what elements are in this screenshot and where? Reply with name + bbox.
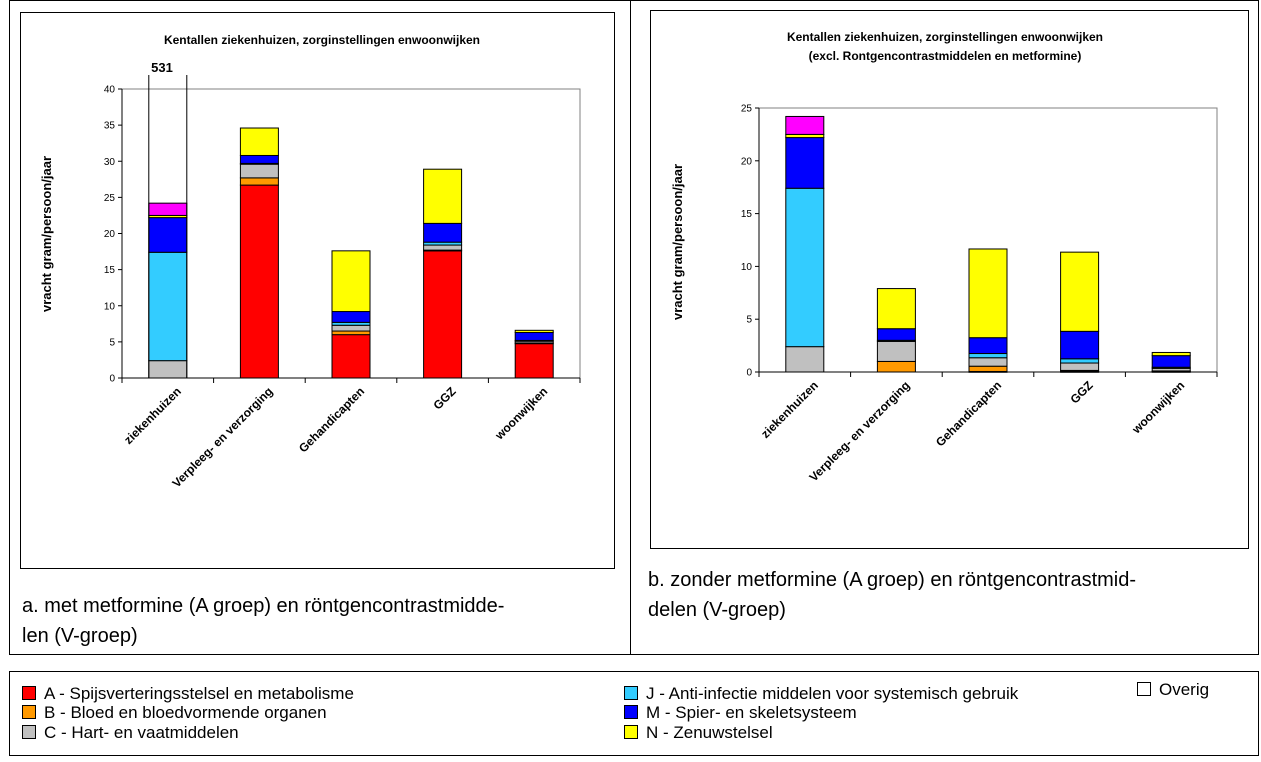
chart-b-ytick-label-25: 25	[741, 104, 753, 115]
chart-b-bar-verpleeg-en-verzorging-b	[876, 360, 916, 373]
chart-a-ytick-label-0: 0	[109, 374, 115, 385]
chart-a-ytick-label-10: 10	[104, 301, 116, 312]
legend-swatch-m	[624, 705, 638, 719]
chart-a-annotation: 531	[151, 60, 173, 75]
legend: A - Spijsverteringsstelsel en metabolism…	[9, 671, 1259, 756]
legend-label-overig: Overig	[1159, 680, 1210, 699]
legend-label-b: B - Bloed en bloedvormende organen	[44, 703, 327, 722]
chart-a-bar-gehandicapten-n	[331, 250, 371, 313]
chart-b-bar-ziekenhuizen-m	[785, 137, 825, 189]
chart-a-ytick-label-15: 15	[104, 265, 116, 276]
chart-a-bar-verpleeg-en-verzorging-c	[239, 163, 279, 179]
legend-item-m: M - Spier- en skeletsysteem	[624, 703, 857, 723]
chart-b-bar-woonwijken-m	[1151, 355, 1191, 368]
chart-b-bar-verpleeg-en-verzorging-m	[876, 328, 916, 341]
chart-b-ytick-label-20: 20	[741, 156, 753, 167]
chart-b-ylabel: vracht gram/persoon/jaar	[670, 164, 685, 320]
chart-a-bar-woonwijken-m	[514, 331, 554, 341]
chart-a-bar-ziekenhuizen-c	[148, 360, 188, 379]
chart-a: Kentallen ziekenhuizen, zorginstellingen…	[20, 12, 615, 569]
chart-b-bar-ggz-m	[1060, 330, 1100, 360]
legend-item-c: C - Hart- en vaatmiddelen	[22, 723, 239, 743]
chart-b-subtitle: (excl. Rontgencontrastmiddelen en metfor…	[809, 49, 1082, 63]
chart-a-bar-ziekenhuizen-overig	[148, 202, 188, 216]
chart-a-ytick-label-35: 35	[104, 121, 116, 132]
panel-b-frame	[630, 0, 1259, 655]
chart-b-bar-gehandicapten-b	[968, 365, 1008, 372]
legend-item-j: J - Anti-infectie middelen voor systemis…	[624, 684, 1018, 704]
caption-b: b. zonder metformine (A groep) en röntge…	[648, 565, 1136, 625]
chart-a-bar-woonwijken-a	[514, 342, 554, 379]
legend-swatch-c	[22, 725, 36, 739]
chart-a-bar-ggz-m	[423, 222, 463, 243]
chart-b-bar-ggz-n	[1060, 251, 1100, 332]
legend-swatch-b	[22, 705, 36, 719]
chart-a-bar-ziekenhuizen-j	[148, 251, 188, 362]
chart-a-bar-gehandicapten-c	[331, 324, 371, 332]
chart-a-bar-gehandicapten-m	[331, 311, 371, 323]
legend-item-n: N - Zenuwstelsel	[624, 723, 773, 743]
caption-b-line2: delen (V-groep)	[648, 599, 786, 621]
chart-b-ytick-label-0: 0	[746, 368, 752, 379]
chart-b-ytick-label-15: 15	[741, 209, 753, 220]
legend-label-a: A - Spijsverteringsstelsel en metabolism…	[44, 684, 354, 703]
chart-a-ytick-label-30: 30	[104, 157, 116, 168]
chart-a-ytick-label-5: 5	[109, 337, 115, 348]
chart-b: Kentallen ziekenhuizen, zorginstellingen…	[650, 10, 1249, 549]
chart-b-bar-gehandicapten-c	[968, 357, 1008, 367]
chart-b-bar-ziekenhuizen-j	[785, 187, 825, 348]
caption-a-line2: len (V-groep)	[22, 625, 138, 647]
legend-item-b: B - Bloed en bloedvormende organen	[22, 703, 327, 723]
chart-a-area-border	[20, 12, 615, 569]
legend-label-j: J - Anti-infectie middelen voor systemis…	[646, 684, 1019, 703]
chart-b-bar-verpleeg-en-verzorging-n	[876, 288, 916, 330]
legend-item-overig: Overig	[1137, 680, 1209, 700]
legend-swatch-j	[624, 686, 638, 700]
chart-b-bar-ziekenhuizen-c	[785, 346, 825, 373]
chart-a-bar-ggz-c	[423, 244, 463, 251]
chart-b-bar-gehandicapten-j	[968, 353, 1008, 359]
chart-a-bar-woonwijken-n	[514, 329, 554, 333]
chart-a-bar-ggz-n	[423, 168, 463, 224]
chart-b-bar-ggz-c	[1060, 362, 1100, 371]
caption-a-line1: a. met metformine (A groep) en röntgenco…	[22, 595, 505, 617]
legend-swatch-a	[22, 686, 36, 700]
caption-b-line1: b. zonder metformine (A groep) en röntge…	[648, 569, 1137, 591]
chart-b-bar-woonwijken-n	[1151, 351, 1191, 357]
chart-b-bar-ziekenhuizen-overig	[785, 115, 825, 135]
chart-a-bar-verpleeg-en-verzorging-b	[239, 177, 279, 186]
chart-b-title: Kentallen ziekenhuizen, zorginstellingen…	[787, 30, 1103, 44]
chart-b-bar-verpleeg-en-verzorging-c	[876, 340, 916, 362]
chart-a-ytick-label-40: 40	[104, 85, 116, 96]
legend-label-n: N - Zenuwstelsel	[646, 723, 773, 742]
chart-a-ylabel: vracht gram/persoon/jaar	[39, 156, 54, 312]
chart-a-bar-ziekenhuizen-m	[148, 217, 188, 253]
chart-b-bar-gehandicapten-m	[968, 337, 1008, 355]
chart-b-ytick-label-10: 10	[741, 262, 753, 273]
chart-a-bar-verpleeg-en-verzorging-a	[239, 184, 279, 379]
chart-a-ytick-label-25: 25	[104, 193, 116, 204]
chart-a-ytick-label-20: 20	[104, 229, 116, 240]
chart-b-area-border	[650, 10, 1249, 549]
legend-label-m: M - Spier- en skeletsysteem	[646, 703, 857, 722]
chart-b-bar-ggz-j	[1060, 358, 1100, 364]
chart-b-bar-gehandicapten-n	[968, 248, 1008, 339]
chart-a-bar-verpleeg-en-verzorging-n	[239, 127, 279, 156]
legend-label-c: C - Hart- en vaatmiddelen	[44, 723, 239, 742]
legend-item-a: A - Spijsverteringsstelsel en metabolism…	[22, 684, 354, 704]
chart-a-title: Kentallen ziekenhuizen, zorginstellingen…	[164, 33, 480, 47]
chart-a-bar-gehandicapten-a	[331, 334, 371, 379]
legend-swatch-overig	[1137, 682, 1151, 696]
chart-a-bar-ggz-a	[423, 250, 463, 379]
chart-a-bar-gehandicapten-b	[331, 330, 371, 336]
chart-a-bar-verpleeg-en-verzorging-m	[239, 154, 279, 164]
legend-swatch-n	[624, 725, 638, 739]
chart-b-ytick-label-5: 5	[746, 315, 752, 326]
caption-a: a. met metformine (A groep) en röntgenco…	[22, 591, 504, 651]
